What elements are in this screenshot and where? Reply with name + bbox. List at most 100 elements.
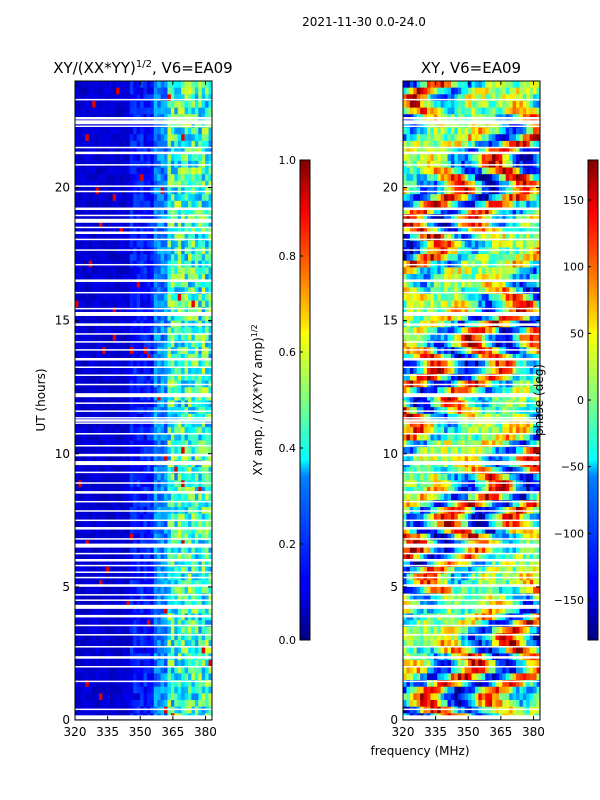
left-heatmap-cell [191,686,196,694]
left-heatmap-cell [184,680,189,688]
left-heatmap-cell [98,400,103,408]
left-heatmap-cell [174,367,179,375]
right-heatmap-cell [464,147,469,155]
left-heatmap-cell [95,580,100,588]
left-heatmap-cell [112,473,117,481]
left-heatmap-cell [88,247,93,255]
left-heatmap-cell [126,400,131,408]
left-heatmap-cell [119,347,124,355]
left-heatmap-cell [170,586,175,594]
left-heatmap-cell [174,280,179,288]
left-heatmap-cell [181,227,185,235]
left-heatmap-cell [75,706,79,714]
right-heatmap-cell [454,107,459,115]
right-heatmap-cell [488,180,493,188]
right-heatmap-cell [444,81,448,89]
left-heatmap-cell [81,600,86,608]
right-heatmap-cell [505,207,510,215]
right-heatmap-cell [505,100,510,109]
right-heatmap-cell [416,94,421,102]
left-heatmap-cell [157,706,162,714]
left-heatmap-cell [136,154,141,162]
right-heatmap-cell [522,234,527,242]
left-heatmap-cell [208,333,212,341]
left-heatmap-cell [184,227,189,235]
right-heatmap-cell [440,140,445,148]
left-heatmap-cell [88,553,93,561]
right-heatmap-cell [495,100,500,109]
left-heatmap-cell [105,566,110,574]
left-heatmap-cell [184,626,189,634]
right-heatmap-cell [498,194,503,202]
left-heatmap-cell [191,147,196,155]
left-heatmap-cell [194,453,199,461]
right-heatmap-cell [509,174,513,182]
left-heatmap-cell [105,673,110,681]
right-heatmap-cell [450,87,455,95]
left-heatmap-cell [92,473,96,481]
right-heatmap-cell [502,147,507,155]
left-heatmap-cell [102,367,107,375]
left-heatmap-cell [105,420,110,428]
left-heatmap-cell [116,553,120,561]
right-heatmap-cell [488,220,493,228]
left-heatmap-cell [208,480,212,488]
left-heatmap-cell [133,154,138,162]
left-heatmap-cell [160,373,165,381]
left-heatmap-cell [140,666,144,674]
left-heatmap-cell [170,433,175,441]
left-heatmap-cell [136,693,141,701]
left-heatmap-cell [153,174,158,182]
right-heatmap-cell [509,81,513,89]
left-heatmap-cell [143,666,148,674]
left-heatmap-cell [119,700,124,708]
left-heatmap-cell [88,520,93,528]
left-heatmap-cell [98,393,103,401]
left-heatmap-cell [194,340,199,348]
left-heatmap-cell [140,220,144,228]
left-heatmap-cell [105,214,110,222]
left-heatmap-cell [150,387,155,395]
left-heatmap-cell [184,453,189,461]
left-heatmap-cell [181,194,185,202]
left-heatmap-cell [133,367,138,375]
left-heatmap-cell [88,626,93,634]
right-heatmap-cell [478,174,483,182]
left-heatmap-cell [92,586,96,594]
left-heatmap-cell [198,686,203,694]
right-heatmap-cell [413,94,418,102]
right-heatmap-cell [468,107,472,115]
left-heatmap-cell [181,274,185,282]
left-heatmap-cell [81,333,86,341]
right-heatmap-cell [454,180,459,188]
right-heatmap-cell [522,214,527,222]
left-heatmap-cell [205,500,209,508]
left-heatmap-cell [95,120,100,128]
right-heatmap-cell [450,154,455,162]
left-heatmap-cell [191,580,196,588]
right-heatmap-cell [406,227,411,235]
right-heatmap-cell [437,200,442,208]
left-heatmap-cell [205,280,209,288]
left-heatmap-cell [116,546,120,554]
left-heatmap-cell [153,94,158,102]
left-heatmap-cell [92,467,96,475]
left-heatmap-cell [167,287,172,295]
left-heatmap-cell [174,194,179,202]
right-heatmap-cell [481,134,486,142]
right-heatmap-cell [502,200,507,208]
left-heatmap-cell [208,680,212,688]
left-heatmap-cell [75,427,79,435]
left-heatmap-cell [88,580,93,588]
left-heatmap-cell [85,566,90,574]
left-heatmap-cell [102,167,107,175]
left-heatmap-cell [112,673,117,681]
left-flag-gap [75,559,212,562]
left-heatmap-cell [194,513,199,521]
left-heatmap-cell [78,287,83,295]
left-heatmap-cell [181,593,185,601]
right-heatmap-cell [519,174,524,182]
right-heatmap-cell [529,180,534,188]
left-heatmap-cell [92,267,96,275]
left-heatmap-cell [136,673,141,681]
